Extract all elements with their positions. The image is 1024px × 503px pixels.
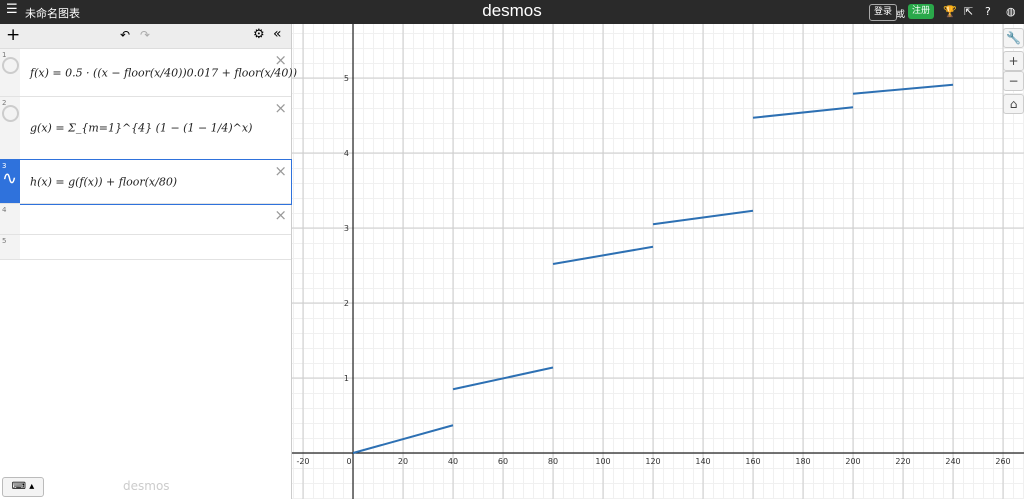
y-tick-label: 3 (344, 224, 349, 233)
settings-button[interactable]: ⚙ (253, 27, 265, 42)
top-bar: ☰ 未命名图表 desmos 登录 或 注册 🏆 ⇱ ? ◍ (0, 0, 1024, 24)
expression-row[interactable]: 4 × (0, 204, 291, 235)
language-icon[interactable]: ◍ (1006, 5, 1016, 18)
expression-row[interactable]: 5 (0, 235, 291, 260)
graph-toggle[interactable]: ∿ (2, 168, 18, 189)
redo-button[interactable]: ↷ (140, 28, 151, 42)
graph-toggle[interactable] (2, 57, 19, 74)
footer-brand: desmos (123, 479, 170, 493)
home-button[interactable]: ⌂ (1003, 94, 1024, 114)
expression[interactable]: g(x) = Σ_{m=1}^{4} (1 − (1 − 1/4)^x) (30, 121, 253, 135)
delete-button[interactable]: × (274, 206, 287, 224)
x-tick-label: 120 (645, 457, 660, 466)
login-button[interactable]: 登录 (869, 4, 898, 21)
collapse-button[interactable]: « (273, 26, 282, 42)
expression-row[interactable]: 3 ∿ h(x) = g(f(x)) + floor(x/80) × (0, 159, 292, 205)
row-number: 5 (0, 235, 20, 259)
x-tick-label: 0 (346, 457, 351, 466)
curve (352, 424, 454, 454)
x-tick-label: 20 (398, 457, 408, 466)
expression[interactable]: h(x) = g(f(x)) + floor(x/80) (30, 175, 178, 188)
graph: -20 0 20 40 60 80 100 120 140 160 180 200 220 240 260 1… (292, 24, 1024, 499)
undo-button[interactable]: ↶ (120, 28, 131, 42)
x-tick-label: 180 (795, 457, 810, 466)
curve (552, 245, 654, 265)
x-tick-label: -20 (296, 457, 309, 466)
expression-row[interactable]: 2 g(x) = Σ_{m=1}^{4} (1 − (1 − 1/4)^x) × (0, 97, 291, 160)
add-button[interactable]: + (6, 25, 21, 45)
x-tick-label: 240 (945, 457, 960, 466)
x-tick-label: 60 (498, 457, 508, 466)
keyboard-button[interactable]: ⌨ ▴ (2, 477, 44, 497)
curve (752, 106, 854, 119)
row-number: 3 (0, 160, 20, 203)
logo: desmos (482, 1, 542, 20)
x-tick-label: 100 (595, 457, 610, 466)
expression-panel: + ↶ ↷ ⚙ « 1 f(x) = 0.5 · ((x − floor(x/40… (0, 24, 297, 499)
expression-list: 1 f(x) = 0.5 · ((x − floor(x/40))0.017 + … (0, 49, 297, 260)
expression-row[interactable]: 1 f(x) = 0.5 · ((x − floor(x/40))0.017 + … (0, 49, 297, 97)
row-number: 4 (0, 204, 20, 234)
graph-title[interactable]: 未命名图表 (25, 7, 80, 20)
signup-button[interactable]: 注册 (908, 4, 935, 19)
y-tick-label: 5 (344, 74, 349, 83)
toolbar: + ↶ ↷ ⚙ « (0, 24, 291, 49)
graph-toggle[interactable] (2, 105, 19, 122)
x-tick-label: 40 (448, 457, 458, 466)
x-tick-label: 140 (695, 457, 710, 466)
trophy-icon[interactable]: 🏆 (943, 5, 957, 18)
help-icon[interactable]: ? (985, 5, 991, 18)
delete-button[interactable]: × (274, 162, 287, 180)
menu-button[interactable]: ☰ (6, 2, 18, 17)
x-tick-label: 260 (995, 457, 1010, 466)
delete-button[interactable]: × (274, 99, 287, 117)
x-tick-label: 80 (548, 457, 558, 466)
y-tick-label: 2 (344, 299, 349, 308)
graph-area: -20 0 20 40 60 80 100 120 140 160 180 200 220 240 260 1… (292, 24, 1024, 499)
curve (652, 209, 754, 226)
x-tick-label: 160 (745, 457, 760, 466)
curve (452, 366, 554, 391)
share-icon[interactable]: ⇱ (964, 5, 974, 18)
zoom-in-button[interactable]: + (1003, 51, 1024, 71)
graph-settings-button[interactable]: 🔧 (1003, 28, 1024, 48)
curve (852, 83, 954, 95)
x-tick-label: 220 (895, 457, 910, 466)
expression[interactable]: f(x) = 0.5 · ((x − floor(x/40))0.017 + f… (30, 66, 297, 79)
y-tick-label: 1 (344, 374, 349, 383)
delete-button[interactable]: × (274, 51, 287, 69)
y-tick-label: 4 (344, 149, 349, 158)
x-tick-label: 200 (845, 457, 860, 466)
or-text: 或 (896, 10, 906, 20)
zoom-out-button[interactable]: − (1003, 71, 1024, 91)
